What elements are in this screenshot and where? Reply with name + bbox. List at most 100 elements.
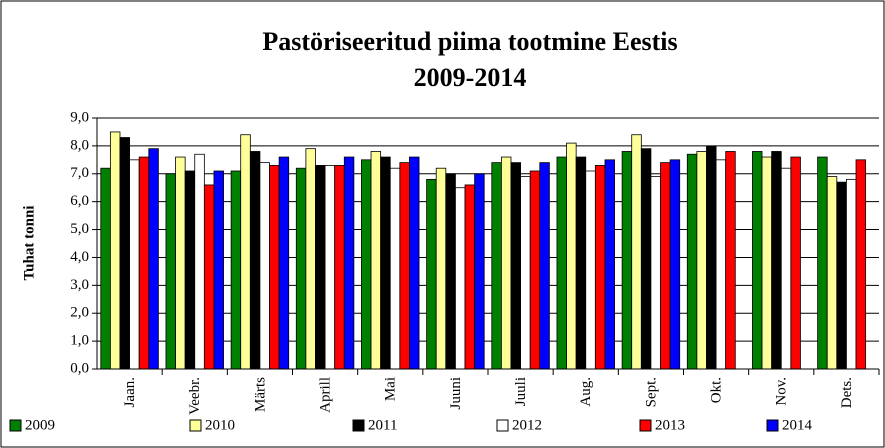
bar [240,134,251,370]
x-tick-label: Nov. [774,377,790,406]
bar [725,151,736,370]
bar [500,156,512,370]
y-tick-label: 7,0 [70,165,89,181]
bar [594,165,606,370]
legend-swatch [9,419,22,432]
bar [334,165,345,370]
bar [259,162,270,370]
bar [129,159,140,370]
x-tick-label: Aprill [318,377,334,413]
bar [409,156,420,370]
bar [846,178,857,370]
bar [380,156,391,370]
bar [426,178,437,370]
bar [826,176,838,370]
x-tick-label: Veebr. [187,377,203,415]
y-axis-title: Tuhat tonni [21,206,37,281]
bar [855,159,867,370]
bar [324,165,336,370]
x-tick-label: Dets. [839,377,855,408]
bar [295,167,307,370]
bar [640,148,652,370]
bar [817,156,828,370]
y-tick-label: 3,0 [70,277,89,293]
bar [491,162,502,370]
bar [669,159,681,370]
bar [585,170,596,370]
bar [464,184,476,370]
bar [474,173,485,370]
legend-label: 2012 [512,417,542,433]
x-tick-label: Juuni [448,377,464,410]
bar [305,148,316,370]
bar [370,151,382,370]
bar [435,167,447,370]
bar [100,167,111,370]
bar [771,151,782,370]
bar [230,170,242,370]
bar [836,181,847,370]
legend-label: 2010 [205,417,235,433]
x-tick-label: Juuli [513,377,529,406]
bar [660,162,671,370]
bar [399,162,410,370]
legend-swatch [766,419,779,432]
legend-label: 2013 [655,417,685,433]
bar [184,170,196,370]
bar [389,167,401,370]
chart-subtitle: 2009-2014 [414,63,527,92]
bar [203,184,215,370]
bar [780,167,792,370]
bar [138,156,150,370]
bar [343,156,355,370]
x-tick-label: Jaan. [122,377,138,407]
bar [148,148,159,370]
bar [556,156,567,370]
y-tick-label: 0,0 [70,360,89,376]
bar [752,151,763,370]
legend-swatch [352,419,365,432]
bar [761,156,773,370]
bar [109,131,121,370]
bar [165,173,176,370]
bar [715,159,727,370]
bar [194,153,205,370]
x-tick-label: Okt. [709,377,725,403]
bar [650,176,661,370]
bar [604,159,615,370]
bar [278,156,290,370]
x-tick-label: Märts [252,377,268,412]
bar [529,170,541,370]
bar [621,151,633,370]
chart-title: Pastöriseeritud piima tootmine Eestis [262,27,677,56]
bar [269,165,280,370]
y-tick-label: 9,0 [70,109,89,125]
x-tick-label: Sept. [643,377,659,407]
bar [631,134,642,370]
bar [686,153,698,370]
bar [119,137,130,370]
y-tick-label: 4,0 [70,249,89,265]
bar [510,162,521,370]
bar [696,151,707,370]
bar [315,165,326,370]
legend-label: 2011 [368,417,397,433]
y-tick-label: 2,0 [70,305,89,321]
legend-swatch [639,419,652,432]
bar [361,159,372,370]
bar [175,156,186,370]
legend-swatch [496,419,509,432]
legend-label: 2009 [25,417,55,433]
bar [520,176,531,370]
legend-label: 2014 [782,417,813,433]
y-tick-label: 1,0 [70,333,89,349]
bar [455,187,466,370]
bar [790,156,801,370]
y-tick-label: 5,0 [70,221,89,237]
x-tick-label: Aug. [578,377,594,407]
bar [539,162,550,370]
bar [566,142,577,370]
bar [249,151,261,370]
y-tick-label: 6,0 [70,193,89,209]
